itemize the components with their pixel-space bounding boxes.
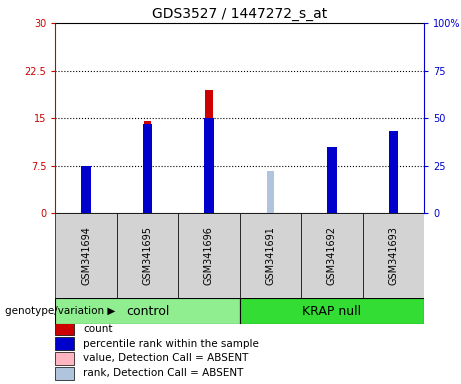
Bar bbox=[363, 213, 424, 298]
Bar bbox=[267, 171, 274, 213]
Bar bbox=[144, 121, 151, 213]
Bar bbox=[267, 197, 274, 213]
Bar bbox=[55, 322, 74, 335]
Bar bbox=[301, 213, 363, 298]
Text: GSM341693: GSM341693 bbox=[388, 226, 398, 285]
Bar bbox=[83, 185, 90, 213]
Bar bbox=[143, 124, 152, 213]
Bar bbox=[55, 337, 74, 350]
Text: GSM341694: GSM341694 bbox=[81, 226, 91, 285]
Bar bbox=[390, 137, 397, 213]
Bar bbox=[389, 131, 398, 213]
Text: GSM341695: GSM341695 bbox=[142, 226, 153, 285]
Text: GSM341692: GSM341692 bbox=[327, 226, 337, 285]
Text: genotype/variation ▶: genotype/variation ▶ bbox=[5, 306, 115, 316]
Bar bbox=[81, 166, 91, 213]
Bar bbox=[55, 298, 240, 324]
Bar bbox=[55, 352, 74, 365]
Text: percentile rank within the sample: percentile rank within the sample bbox=[83, 339, 259, 349]
Bar bbox=[327, 147, 337, 213]
Bar bbox=[55, 213, 117, 298]
Text: GSM341691: GSM341691 bbox=[266, 226, 276, 285]
Bar bbox=[55, 367, 74, 380]
Text: value, Detection Call = ABSENT: value, Detection Call = ABSENT bbox=[83, 353, 248, 363]
Bar bbox=[178, 213, 240, 298]
Bar bbox=[240, 298, 424, 324]
Bar bbox=[117, 213, 178, 298]
Title: GDS3527 / 1447272_s_at: GDS3527 / 1447272_s_at bbox=[152, 7, 327, 21]
Bar bbox=[328, 147, 336, 213]
Bar bbox=[240, 213, 301, 298]
Text: control: control bbox=[126, 305, 169, 318]
Text: rank, Detection Call = ABSENT: rank, Detection Call = ABSENT bbox=[83, 368, 243, 378]
Bar bbox=[83, 166, 90, 213]
Bar bbox=[205, 89, 213, 213]
Text: GSM341696: GSM341696 bbox=[204, 226, 214, 285]
Text: count: count bbox=[83, 324, 112, 334]
Text: KRAP null: KRAP null bbox=[302, 305, 361, 318]
Bar bbox=[204, 118, 214, 213]
